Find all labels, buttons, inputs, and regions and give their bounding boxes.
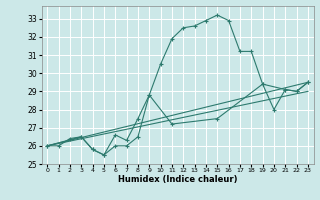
X-axis label: Humidex (Indice chaleur): Humidex (Indice chaleur) (118, 175, 237, 184)
